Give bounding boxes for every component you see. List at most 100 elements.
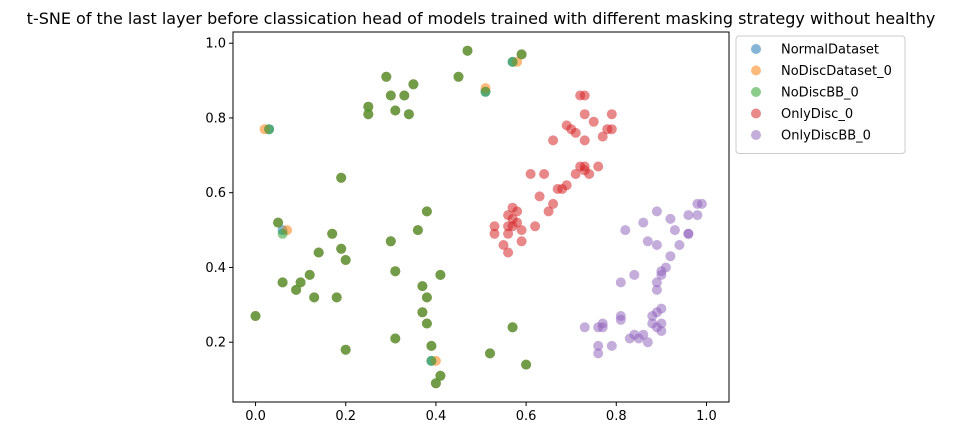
scatter-point-nodiscbb-0 (399, 90, 410, 101)
y-tick-label: 0.4 (205, 261, 226, 276)
scatter-point-nodiscbb-0 (390, 333, 401, 344)
scatter-point-nodiscbb-0 (277, 277, 288, 288)
scatter-point-nodiscbb-0 (480, 86, 491, 97)
scatter-point-nodiscbb-0 (426, 340, 437, 351)
scatter-point-nodiscbb-0 (340, 344, 351, 355)
scatter-point-onlydisc-0 (570, 127, 581, 138)
scatter-point-onlydiscbb-0 (674, 240, 685, 250)
scatter-point-nodiscbb-0 (435, 370, 446, 381)
scatter-point-onlydiscbb-0 (615, 277, 626, 288)
y-tick-label: 0.2 (205, 336, 226, 351)
scatter-point-nodiscbb-0 (336, 172, 347, 183)
scatter-point-nodiscbb-0 (408, 79, 419, 90)
scatter-point-onlydisc-0 (579, 109, 590, 120)
scatter-point-nodiscbb-0 (327, 228, 338, 239)
scatter-point-onlydiscbb-0 (593, 348, 604, 359)
scatter-point-onlydiscbb-0 (624, 333, 635, 344)
scatter-point-onlydiscbb-0 (579, 322, 590, 333)
legend-label: NoDiscDataset_0 (781, 64, 892, 79)
legend-marker (751, 108, 761, 119)
y-tick-label: 0.6 (205, 186, 226, 201)
scatter-point-nodiscbb-0 (381, 71, 392, 82)
y-tick-label: 0.8 (205, 111, 226, 126)
scatter-point-nodiscbb-0 (417, 281, 428, 292)
scatter-point-onlydiscbb-0 (593, 340, 604, 351)
scatter-point-onlydisc-0 (503, 247, 514, 258)
scatter-point-onlydisc-0 (503, 228, 514, 239)
scatter-point-onlydiscbb-0 (696, 198, 707, 209)
scatter-point-nodiscbb-0 (412, 225, 423, 236)
scatter-point-onlydiscbb-0 (642, 236, 653, 247)
scatter-point-nodiscbb-0 (295, 277, 306, 288)
scatter-point-nodiscbb-0 (313, 247, 324, 258)
legend-label: NoDiscBB_0 (781, 86, 859, 101)
scatter-point-onlydisc-0 (548, 135, 559, 146)
scatter-point-onlydiscbb-0 (638, 217, 649, 228)
scatter-point-onlydisc-0 (548, 198, 559, 209)
y-axis: 0.2 0.4 0.6 0.8 1.0 (205, 37, 233, 351)
scatter-point-nodiscbb-0 (250, 311, 261, 321)
scatter-point-onlydiscbb-0 (656, 303, 667, 314)
scatter-point-onlydisc-0 (516, 225, 527, 236)
scatter-point-nodiscbb-0 (453, 71, 464, 82)
y-tick-label: 1.0 (205, 37, 226, 52)
scatter-point-nodiscbb-0 (426, 355, 437, 366)
scatter-point-onlydiscbb-0 (683, 210, 694, 221)
scatter-point-nodiscbb-0 (385, 236, 396, 247)
scatter-point-onlydiscbb-0 (642, 337, 653, 348)
scatter-point-onlydiscbb-0 (651, 240, 662, 250)
scatter-point-nodiscbb-0 (417, 307, 428, 318)
scatter-point-nodiscbb-0 (390, 266, 401, 277)
scatter-point-onlydiscbb-0 (629, 269, 640, 280)
legend-box (735, 35, 906, 154)
legend-marker (751, 65, 761, 76)
scatter-point-onlydisc-0 (543, 206, 554, 217)
scatter-point-onlydiscbb-0 (647, 311, 658, 321)
scatter-point-nodiscbb-0 (403, 109, 414, 120)
scatter-point-onlydiscbb-0 (597, 322, 608, 333)
scatter-point-nodiscbb-0 (336, 243, 347, 254)
x-tick-label: 0.8 (606, 409, 627, 424)
legend-label: OnlyDiscBB_0 (781, 129, 871, 144)
scatter-point-onlydiscbb-0 (656, 326, 667, 336)
legend-marker (751, 130, 761, 140)
scatter-point-onlydiscbb-0 (651, 206, 662, 217)
scatter-point-nodiscbb-0 (277, 228, 288, 239)
legend-label: OnlyDisc_0 (781, 107, 853, 122)
scatter-point-onlydisc-0 (512, 206, 523, 217)
scatter-point-onlydisc-0 (588, 116, 599, 127)
scatter-point-onlydisc-0 (570, 169, 581, 179)
scatter-point-nodiscbb-0 (435, 269, 446, 280)
x-axis: 0.0 0.2 0.4 0.6 0.8 1.0 (245, 402, 717, 424)
scatter-point-onlydisc-0 (606, 124, 617, 135)
scatter-point-onlydiscbb-0 (692, 210, 703, 221)
scatter-point-nodiscbb-0 (430, 378, 441, 389)
scatter-point-nodiscbb-0 (421, 292, 432, 303)
scatter-point-onlydiscbb-0 (620, 225, 631, 236)
chart-title: t-SNE of the last layer before classicat… (27, 9, 936, 28)
scatter-point-nodiscbb-0 (273, 217, 284, 228)
scatter-point-onlydiscbb-0 (656, 269, 667, 280)
scatter-point-nodiscbb-0 (385, 90, 396, 101)
scatter-point-nodiscbb-0 (331, 292, 342, 303)
scatter-point-onlydisc-0 (579, 90, 590, 101)
scatter-point-nodiscbb-0 (363, 101, 374, 112)
x-tick-label: 0.6 (516, 409, 537, 424)
x-tick-label: 0.2 (335, 409, 356, 424)
scatter-point-onlydiscbb-0 (683, 228, 694, 239)
scatter-point-onlydisc-0 (579, 135, 590, 146)
scatter-point-nodiscbb-0 (390, 105, 401, 116)
legend-marker (751, 44, 761, 54)
scatter-point-nodiscbb-0 (304, 269, 315, 280)
scatter-point-onlydiscbb-0 (665, 251, 676, 262)
scatter-point-onlydisc-0 (507, 221, 518, 232)
scatter-point-onlydisc-0 (525, 169, 536, 179)
scatter-point-onlydiscbb-0 (665, 213, 676, 224)
scatter-point-nodiscbb-0 (421, 206, 432, 217)
legend-marker (751, 87, 761, 97)
scatter-point-onlydiscbb-0 (633, 333, 644, 344)
scatter-point-onlydisc-0 (534, 191, 545, 202)
scatter-point-nodiscbb-0 (462, 45, 473, 56)
scatter-point-nodiscbb-0 (516, 49, 527, 60)
